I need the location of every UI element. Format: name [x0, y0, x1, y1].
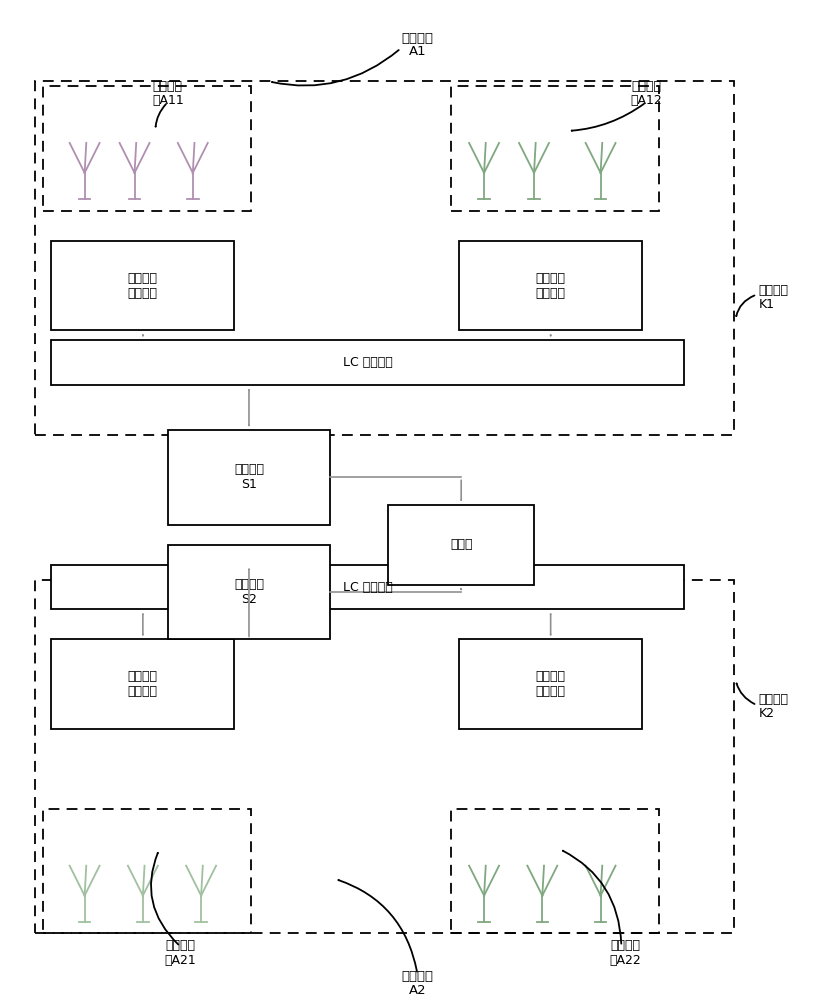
Bar: [43, 86, 251, 211]
Bar: [459, 241, 642, 330]
Text: 加权网络
S1: 加权网络 S1: [234, 463, 264, 491]
Text: 等分并联
馈电网络: 等分并联 馈电网络: [128, 272, 158, 300]
Text: 馈电网络: 馈电网络: [759, 693, 789, 706]
Bar: [168, 430, 330, 525]
Bar: [451, 809, 659, 933]
Bar: [51, 565, 684, 609]
Bar: [51, 639, 235, 729]
Text: A1: A1: [408, 45, 427, 58]
Text: 等分并联
馈电网络: 等分并联 馈电网络: [536, 670, 565, 698]
Bar: [43, 809, 251, 933]
Bar: [451, 86, 659, 211]
Bar: [35, 580, 734, 933]
Text: 列A12: 列A12: [630, 94, 662, 107]
Text: 功分器: 功分器: [450, 538, 473, 551]
Text: 天线子阵: 天线子阵: [631, 80, 661, 93]
Text: 加权网络
S2: 加权网络 S2: [234, 578, 264, 606]
Text: K1: K1: [759, 298, 775, 311]
Text: 天线子阵: 天线子阵: [610, 939, 640, 952]
Text: A2: A2: [408, 984, 427, 997]
Bar: [51, 241, 235, 330]
Text: LC 巴伦电路: LC 巴伦电路: [342, 581, 392, 594]
Text: LC 巴伦电路: LC 巴伦电路: [342, 356, 392, 369]
Text: 等分并联
馈电网络: 等分并联 馈电网络: [536, 272, 565, 300]
Text: 天线子阵: 天线子阵: [165, 939, 195, 952]
Bar: [51, 340, 684, 385]
Bar: [459, 639, 642, 729]
Text: 列A22: 列A22: [610, 954, 641, 967]
Bar: [35, 81, 734, 435]
Text: 天线阵列: 天线阵列: [402, 32, 433, 45]
Bar: [168, 545, 330, 639]
Text: 列A21: 列A21: [164, 954, 196, 967]
Text: 天线子阵: 天线子阵: [153, 80, 183, 93]
Bar: [388, 505, 534, 585]
Text: K2: K2: [759, 707, 775, 720]
Text: 天线阵列: 天线阵列: [402, 970, 433, 983]
Text: 等分并联
馈电网络: 等分并联 馈电网络: [128, 670, 158, 698]
Text: 馈电网络: 馈电网络: [759, 284, 789, 297]
Text: 列A11: 列A11: [152, 94, 184, 107]
